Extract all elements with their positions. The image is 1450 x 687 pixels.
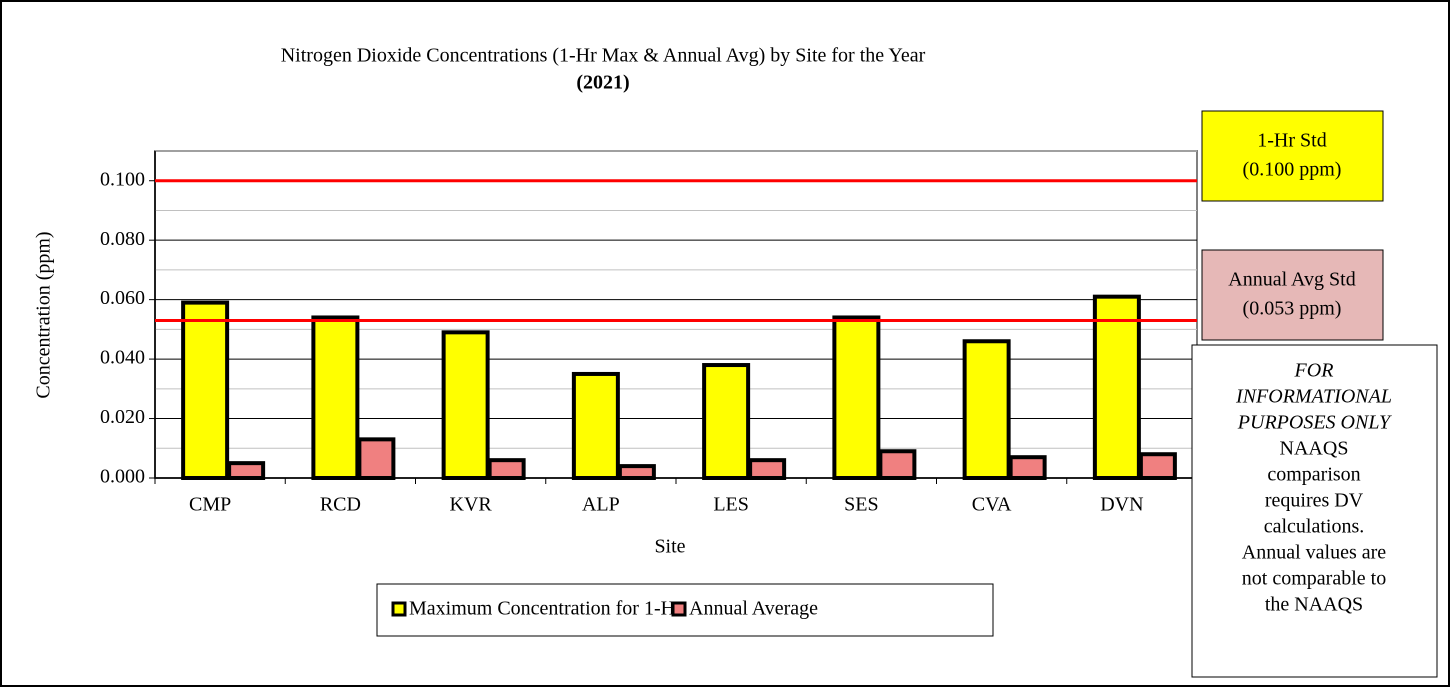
y-tick-label: 0.000 — [100, 466, 145, 488]
x-tick-label: SES — [844, 494, 878, 516]
legend-swatch — [391, 601, 407, 617]
x-tick-label: DVN — [1100, 494, 1143, 516]
bar — [441, 330, 490, 480]
note-emphasis: PURPOSES ONLY — [1237, 412, 1392, 434]
note-line: requires DV — [1265, 490, 1364, 512]
legend-swatch — [671, 601, 687, 617]
x-tick-label: CVA — [972, 494, 1012, 516]
note-emphasis: FOR — [1294, 360, 1334, 382]
plot-area — [154, 150, 1198, 479]
y-tick-label: 0.060 — [100, 287, 145, 309]
bar — [832, 315, 881, 480]
y-tick-label: 0.080 — [100, 228, 145, 250]
x-tick-label: LES — [713, 494, 749, 516]
note-line: not comparable to — [1242, 568, 1386, 590]
note-box — [1191, 344, 1438, 678]
bar — [878, 449, 917, 480]
bar — [748, 458, 787, 480]
bar — [1138, 452, 1177, 480]
x-tick-label: RCD — [320, 494, 361, 516]
bar — [1008, 455, 1047, 481]
bar — [357, 437, 396, 481]
bar — [962, 339, 1011, 480]
reference-value-label: (0.100 ppm) — [1243, 159, 1342, 181]
bar — [617, 464, 656, 481]
chart-title: Nitrogen Dioxide Concentrations (1-Hr Ma… — [281, 45, 926, 67]
x-tick-label: KVR — [450, 494, 493, 516]
reference-box — [1201, 249, 1384, 341]
x-tick-label: ALP — [582, 494, 620, 516]
note-line: Annual values are — [1242, 542, 1387, 564]
bar — [487, 458, 526, 480]
legend-label: Maximum Concentration for 1-Hr — [409, 598, 682, 620]
note-line: calculations. — [1264, 516, 1365, 538]
legend-label: Annual Average — [689, 598, 818, 620]
y-axis-label: Concentration (ppm) — [33, 231, 55, 398]
bar — [311, 315, 360, 480]
y-tick-label: 0.020 — [100, 406, 145, 428]
x-axis-label: Site — [654, 536, 685, 558]
chart-subtitle: (2021) — [576, 72, 629, 94]
x-tick-label: CMP — [189, 494, 231, 516]
y-tick-label: 0.040 — [100, 347, 145, 369]
note-line: NAAQS — [1280, 438, 1349, 460]
bar — [227, 461, 266, 480]
y-tick-label: 0.100 — [100, 168, 145, 190]
bar — [702, 363, 751, 481]
reference-label: 1-Hr Std — [1257, 130, 1326, 152]
reference-label: Annual Avg Std — [1228, 269, 1355, 291]
bar — [571, 371, 620, 481]
note-emphasis: INFORMATIONAL — [1235, 386, 1392, 408]
bar — [1092, 294, 1141, 480]
note-line: the NAAQS — [1265, 594, 1363, 616]
bar — [181, 300, 230, 481]
reference-box — [1201, 110, 1384, 202]
reference-value-label: (0.053 ppm) — [1243, 298, 1342, 320]
note-line: comparison — [1267, 464, 1360, 486]
